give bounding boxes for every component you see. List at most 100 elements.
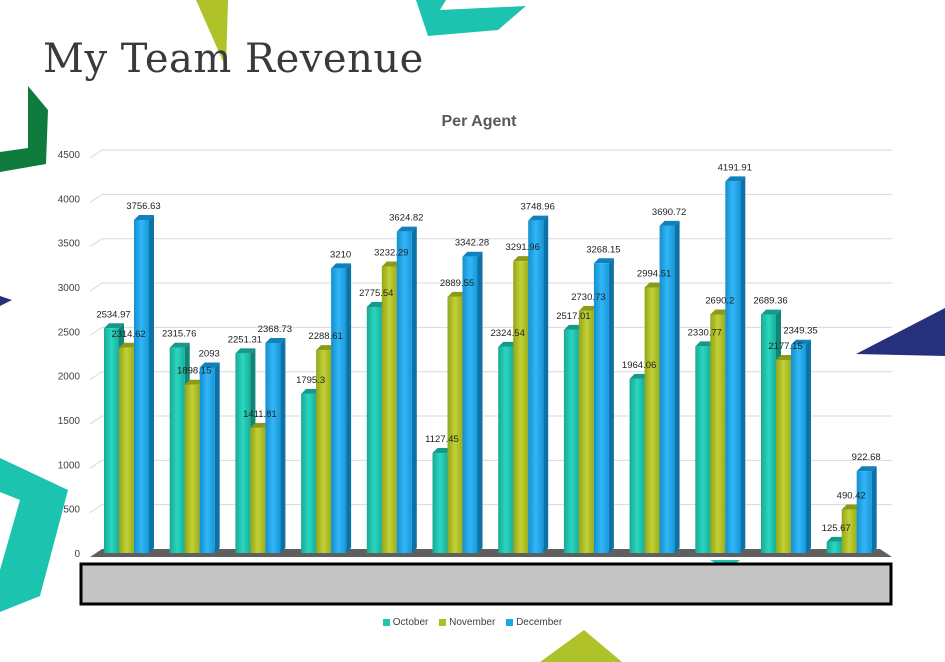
y-tick-label: 3000	[58, 283, 81, 294]
legend-label-october: October	[392, 617, 429, 628]
bar-face	[235, 353, 251, 553]
bar-face	[134, 219, 149, 554]
bar-face	[644, 287, 660, 553]
chart-title: Per Agent	[442, 113, 518, 130]
bar-face	[250, 427, 266, 553]
data-label-december: 3268.15	[586, 244, 620, 255]
teal-chevron-top	[416, 0, 526, 36]
gridline-diag	[89, 459, 103, 469]
bar-face	[791, 344, 806, 553]
bar-face	[331, 268, 347, 553]
data-label-october: 2251.31	[228, 334, 262, 345]
bar-face	[513, 261, 529, 553]
y-tick-label: 0	[74, 549, 80, 560]
bar-side	[608, 258, 614, 553]
data-label-december: 2093	[199, 348, 220, 359]
chart-legend: October November December	[0, 617, 945, 628]
bar-face	[710, 314, 726, 553]
bar-face	[761, 314, 776, 553]
legend-item-november: November	[439, 617, 495, 628]
data-label-october: 2330.77	[688, 327, 722, 338]
bar-top	[235, 348, 256, 354]
bar-face	[396, 231, 412, 553]
bar-side	[411, 226, 417, 553]
legend-swatch-december	[506, 619, 514, 626]
bar-face	[659, 225, 675, 553]
data-label-november: 2690.2	[705, 296, 734, 307]
data-labels: 2534.97 2315.76 2251.31 1795.3 2775.54 1127.4…	[96, 162, 880, 533]
bar-side	[806, 339, 811, 553]
bar-top	[104, 323, 124, 329]
hidden-category-axis-box	[79, 562, 893, 606]
data-label-october: 1964.06	[622, 360, 656, 371]
data-label-november: 2177.15	[768, 341, 802, 352]
bar-top	[593, 258, 614, 264]
bar-side	[871, 466, 877, 553]
data-label-december: 3624.82	[389, 213, 423, 224]
bar-december	[462, 251, 483, 553]
data-label-november: 3232.29	[374, 247, 408, 258]
bar-face	[184, 384, 200, 553]
bar-december	[856, 466, 877, 553]
bar-face	[316, 350, 332, 553]
bar-top	[528, 215, 549, 221]
data-label-december: 3756.63	[126, 201, 160, 212]
data-label-november: 490.42	[837, 491, 866, 502]
bar-face	[776, 359, 791, 553]
bar-december	[528, 215, 549, 553]
bar-face	[695, 346, 711, 553]
legend-label-december: December	[516, 617, 563, 628]
y-tick-label: 3500	[58, 239, 81, 250]
bar-face	[593, 263, 609, 553]
data-label-october: 2775.54	[359, 288, 393, 299]
lime-triangle-bottom	[540, 630, 622, 662]
data-label-november: 2314.62	[111, 329, 145, 340]
bar-side	[280, 338, 286, 553]
legend-label-november: November	[449, 617, 496, 628]
y-tick-label: 1500	[58, 416, 81, 427]
bar-top	[265, 338, 286, 344]
bar-side	[149, 214, 154, 554]
bar-face	[462, 256, 478, 553]
data-label-november: 2730.73	[571, 292, 605, 303]
bar-side	[346, 263, 352, 553]
bar-face	[366, 306, 382, 553]
data-label-december: 3748.96	[521, 202, 555, 213]
bar-december	[725, 176, 746, 553]
gridlines	[89, 149, 892, 514]
legend-swatch-october	[382, 619, 390, 626]
bar-face	[725, 181, 741, 553]
bar-face	[826, 541, 842, 553]
bar-december	[659, 220, 680, 553]
data-label-december: 922.68	[852, 452, 881, 463]
bar-face	[432, 453, 448, 553]
bar-side	[740, 176, 746, 553]
bar-top	[725, 176, 746, 182]
data-label-december: 2349.35	[783, 326, 817, 337]
gridline-diag	[89, 193, 103, 203]
bar-december	[331, 263, 352, 553]
data-label-november: 1898.15	[177, 366, 211, 377]
bar-face	[104, 328, 119, 553]
bar-face	[563, 329, 579, 553]
bar-december	[593, 258, 614, 553]
bar-face	[199, 367, 215, 553]
bar-face	[265, 343, 281, 553]
bar-top	[761, 309, 781, 315]
data-label-november: 2288.61	[308, 331, 342, 342]
bar-side	[214, 362, 220, 553]
navy-triangle-right	[856, 308, 945, 356]
bar-december	[265, 338, 286, 553]
bar-top	[199, 362, 220, 368]
y-axis-ticks: 0 500 1000 1500 2000 2500 3000 3500 4000 4500	[58, 150, 81, 560]
bar-december	[199, 362, 220, 553]
gridline-diag	[89, 238, 103, 248]
data-label-october: 2517.01	[556, 311, 590, 322]
bars	[104, 176, 877, 554]
legend-item-december: December	[506, 617, 562, 628]
bar-face	[381, 266, 397, 553]
gridline-diag	[89, 415, 103, 425]
data-label-november: 2994.51	[637, 269, 671, 280]
bar-side	[674, 220, 680, 553]
